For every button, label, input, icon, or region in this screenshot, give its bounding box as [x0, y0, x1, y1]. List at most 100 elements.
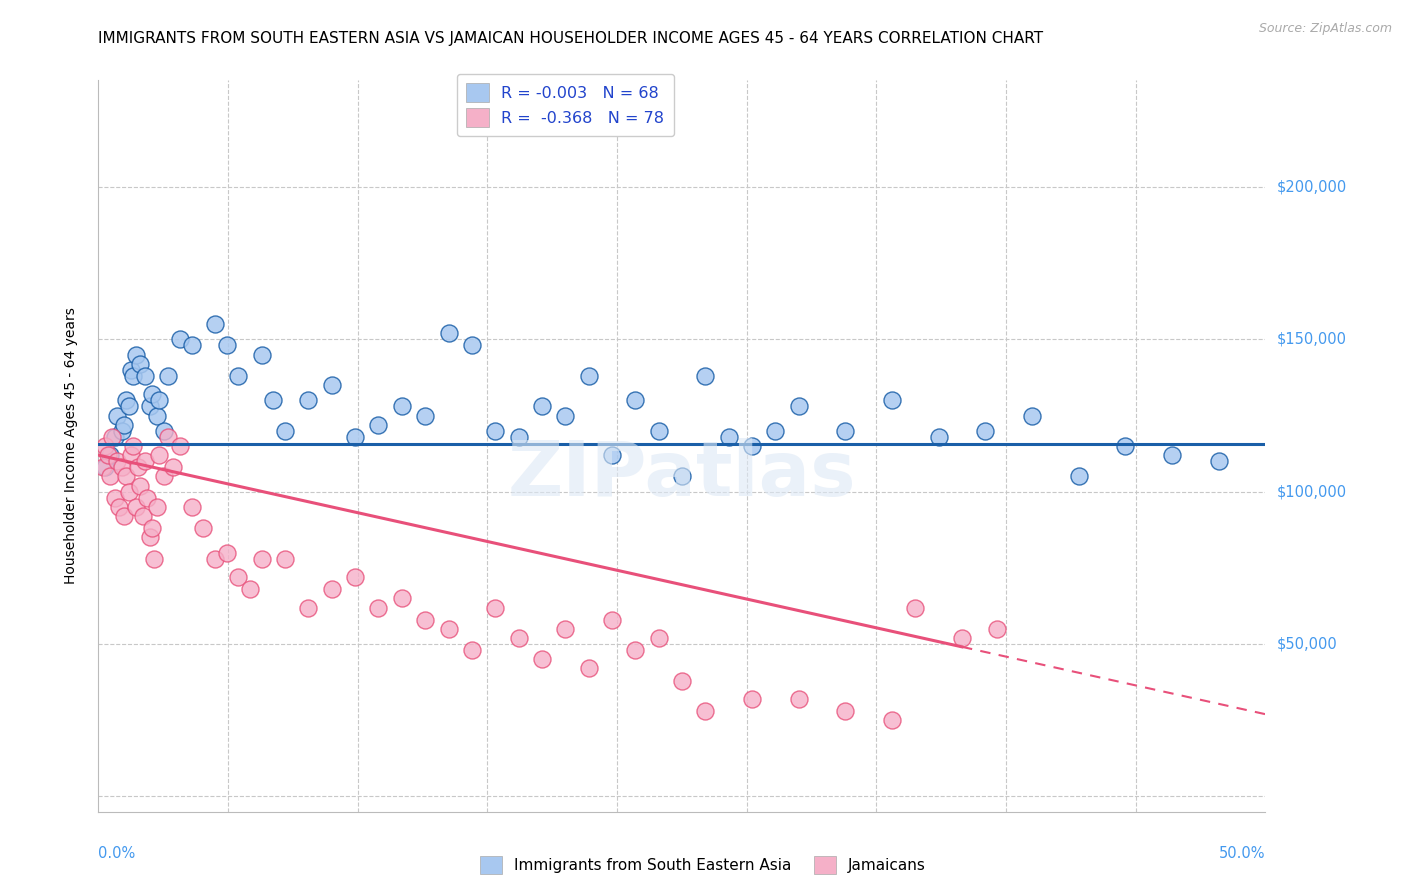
Point	[904, 600, 927, 615]
Text: $100,000: $100,000	[1277, 484, 1347, 500]
Point	[148, 448, 170, 462]
Text: $200,000: $200,000	[1277, 179, 1347, 194]
Point	[111, 460, 134, 475]
Point	[297, 600, 319, 615]
Point	[600, 613, 623, 627]
Point	[120, 363, 142, 377]
Point	[129, 478, 152, 492]
Point	[157, 368, 180, 383]
Point	[112, 417, 135, 432]
Point	[880, 714, 903, 728]
Point	[367, 417, 389, 432]
Point	[600, 448, 623, 462]
Point	[508, 430, 530, 444]
Point	[321, 378, 343, 392]
Point	[112, 509, 135, 524]
Point	[105, 454, 128, 468]
Point	[578, 368, 600, 383]
Point	[136, 491, 159, 505]
Text: $50,000: $50,000	[1277, 637, 1337, 651]
Point	[239, 582, 262, 597]
Point	[193, 521, 215, 535]
Point	[508, 631, 530, 645]
Point	[101, 430, 124, 444]
Point	[974, 424, 997, 438]
Point	[321, 582, 343, 597]
Point	[484, 600, 506, 615]
Point	[1114, 439, 1136, 453]
Point	[1021, 409, 1043, 423]
Point	[461, 643, 484, 657]
Point	[834, 704, 856, 718]
Point	[118, 400, 141, 414]
Point	[695, 704, 717, 718]
Point	[127, 460, 149, 475]
Text: 50.0%: 50.0%	[1219, 847, 1265, 862]
Point	[437, 622, 460, 636]
Point	[204, 317, 226, 331]
Point	[717, 430, 740, 444]
Point	[120, 448, 142, 462]
Point	[1067, 469, 1090, 483]
Point	[97, 448, 120, 462]
Point	[228, 368, 250, 383]
Point	[554, 409, 576, 423]
Point	[98, 448, 121, 462]
Point	[125, 500, 148, 514]
Point	[152, 469, 174, 483]
Point	[111, 424, 134, 438]
Point	[950, 631, 973, 645]
Point	[262, 393, 284, 408]
Point	[180, 338, 202, 352]
Point	[787, 692, 810, 706]
Legend: R = -0.003   N = 68, R =  -0.368   N = 78: R = -0.003 N = 68, R = -0.368 N = 78	[457, 74, 673, 136]
Point	[344, 430, 367, 444]
Point	[122, 439, 145, 453]
Point	[1161, 448, 1184, 462]
Point	[741, 692, 763, 706]
Point	[763, 424, 786, 438]
Point	[554, 622, 576, 636]
Point	[146, 409, 169, 423]
Point	[928, 430, 950, 444]
Point	[391, 400, 413, 414]
Point	[578, 661, 600, 675]
Point	[148, 393, 170, 408]
Text: ZIPatlas: ZIPatlas	[508, 438, 856, 512]
Point	[115, 469, 138, 483]
Point	[624, 393, 647, 408]
Point	[115, 393, 138, 408]
Point	[671, 469, 693, 483]
Point	[108, 500, 131, 514]
Point	[122, 368, 145, 383]
Point	[413, 409, 436, 423]
Point	[250, 347, 273, 362]
Point	[624, 643, 647, 657]
Legend: Immigrants from South Eastern Asia, Jamaicans: Immigrants from South Eastern Asia, Jama…	[474, 850, 932, 880]
Point	[180, 500, 202, 514]
Point	[141, 521, 163, 535]
Point	[530, 652, 553, 666]
Point	[274, 551, 297, 566]
Point	[94, 439, 117, 453]
Point	[204, 551, 226, 566]
Point	[118, 484, 141, 499]
Point	[169, 439, 191, 453]
Point	[105, 409, 128, 423]
Point	[152, 424, 174, 438]
Point	[125, 347, 148, 362]
Point	[647, 631, 669, 645]
Point	[1208, 454, 1230, 468]
Point	[91, 460, 114, 475]
Point	[139, 400, 162, 414]
Point	[344, 570, 367, 584]
Point	[215, 338, 238, 352]
Point	[741, 439, 763, 453]
Point	[437, 326, 460, 341]
Point	[132, 509, 155, 524]
Point	[228, 570, 250, 584]
Point	[484, 424, 506, 438]
Point	[274, 424, 297, 438]
Point	[413, 613, 436, 627]
Point	[215, 546, 238, 560]
